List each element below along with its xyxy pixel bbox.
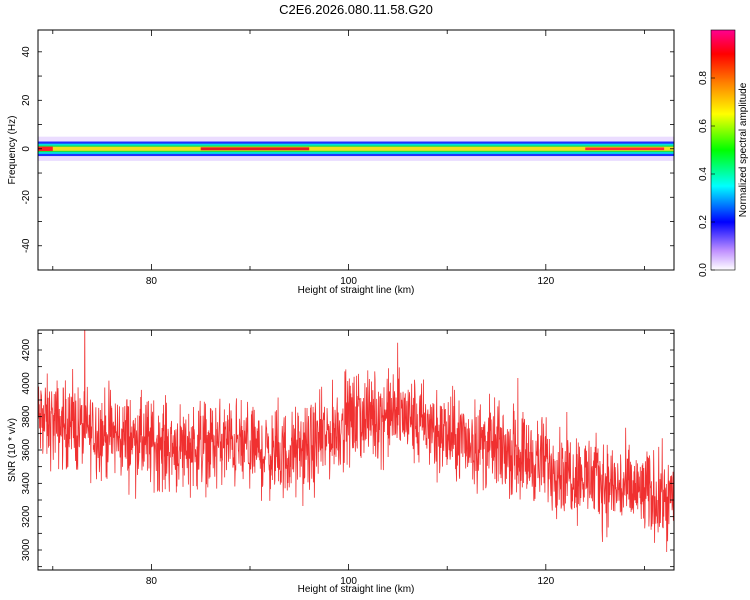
spectrogram-x-axis-label: Height of straight line (km) xyxy=(298,285,415,296)
y-tick-label: 3000 xyxy=(21,538,32,561)
x-tick-label: 80 xyxy=(146,276,158,287)
band-hotspot-left xyxy=(38,146,53,151)
colorbar-ticks: 0.0 0.2 0.4 0.6 0.8 xyxy=(698,71,715,277)
snr-y-axis-label: SNR (10 * v/v) xyxy=(7,418,18,482)
y-tick-label: 3400 xyxy=(21,472,32,495)
y-tick-label: 0 xyxy=(21,146,32,152)
spectrogram-panel: 80 100 120 40 20 0 -20 -40 Height of straight … xyxy=(7,29,675,296)
colorbar-gradient xyxy=(710,29,736,271)
band-layer-peak xyxy=(38,146,674,151)
y-tick-label: 3800 xyxy=(21,405,32,428)
snr-y-ticks: 3000 3200 3400 3600 3800 4000 4200 xyxy=(21,332,674,568)
spectrogram-band xyxy=(38,136,674,161)
x-tick-label: 120 xyxy=(537,576,554,587)
y-tick-label: 4000 xyxy=(21,372,32,395)
y-tick-label: 4200 xyxy=(21,338,32,361)
spectrogram-y-axis-label: Frequency (Hz) xyxy=(7,116,18,185)
y-tick-label: 40 xyxy=(21,46,32,58)
spectrogram-x-ticks: 80 100 120 xyxy=(52,30,645,287)
figure-title: C2E6.2026.080.11.58.G20 xyxy=(279,2,433,17)
y-tick-label: 3200 xyxy=(21,505,32,528)
colorbar-tick-label: 0.8 xyxy=(698,71,709,85)
x-tick-label: 100 xyxy=(340,576,357,587)
colorbar-label: Normalized spectral amplitude xyxy=(738,82,749,217)
snr-x-axis-label: Height of straight line (km) xyxy=(298,584,415,595)
x-tick-label: 120 xyxy=(537,276,554,287)
colorbar-tick-label: 0.4 xyxy=(698,167,709,181)
spectrogram-frame xyxy=(37,29,675,271)
y-tick-label: 20 xyxy=(21,94,32,106)
snr-x-ticks: 80 100 120 xyxy=(52,330,645,587)
spectrogram-y-ticks: 40 20 0 -20 -40 xyxy=(21,46,674,271)
band-hotspot-center xyxy=(200,147,310,151)
snr-series-line xyxy=(38,330,674,553)
colorbar-tick-label: 0.2 xyxy=(698,215,709,229)
colorbar: 0.0 0.2 0.4 0.6 0.8 Normalized spectral ampl… xyxy=(698,29,749,277)
y-tick-label: -40 xyxy=(21,238,32,253)
x-tick-label: 100 xyxy=(340,276,357,287)
colorbar-tick-label: 0.6 xyxy=(698,119,709,133)
y-tick-label: 3600 xyxy=(21,438,32,461)
band-hotspot-right xyxy=(585,147,665,151)
snr-panel: 80 100 120 3000 3200 3400 3600 3800 4000 4200 He… xyxy=(7,329,675,595)
colorbar-tick-label: 0.0 xyxy=(698,263,709,277)
y-tick-label: -20 xyxy=(21,190,32,205)
x-tick-label: 80 xyxy=(146,576,158,587)
